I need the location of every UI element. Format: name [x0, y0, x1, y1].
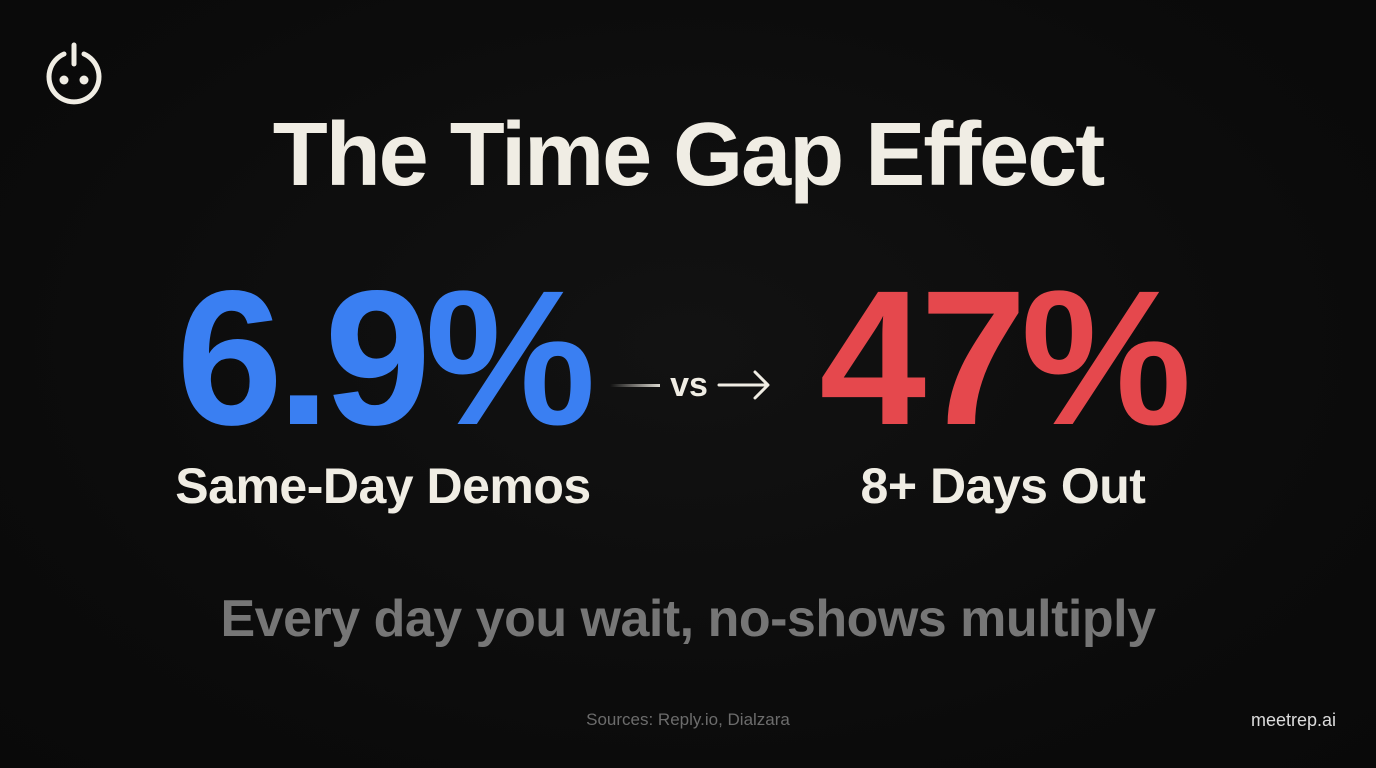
vs-comparator: vs — [605, 362, 775, 408]
brand-watermark: meetrep.ai — [1250, 710, 1336, 730]
power-smile-icon — [41, 40, 107, 108]
slide-title: The Time Gap Effect — [272, 105, 1106, 205]
vs-label: vs — [670, 366, 708, 404]
eight-plus-days-stat-value: 47% — [819, 250, 1191, 465]
fade-line — [610, 384, 660, 387]
arrow-right-icon — [717, 369, 773, 401]
same-day-stat-value: 6.9% — [176, 250, 596, 465]
same-day-stat-label: Same-Day Demos — [175, 458, 591, 514]
sources-caption: Sources: Reply.io, Dialzara — [586, 710, 790, 729]
eight-plus-days-stat-label: 8+ Days Out — [860, 458, 1146, 514]
slide-subtitle: Every day you wait, no-shows multiply — [220, 590, 1156, 648]
